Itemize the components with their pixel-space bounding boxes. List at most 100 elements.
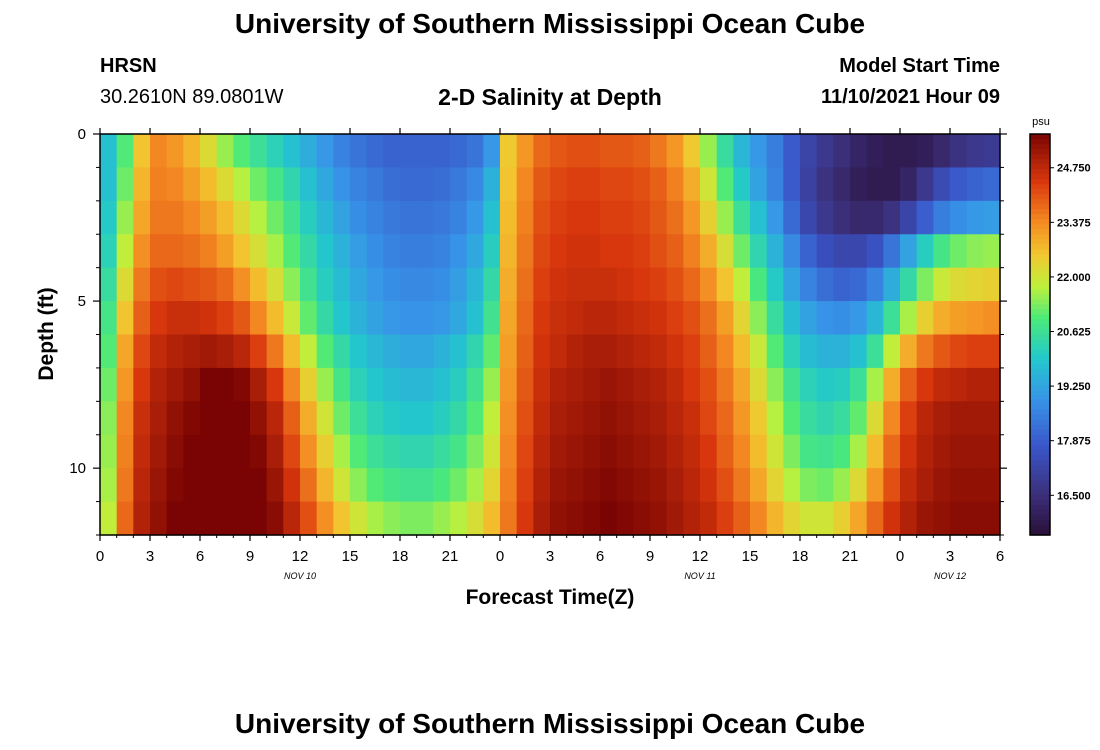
heatmap-cell	[816, 167, 834, 202]
heatmap-cell	[350, 134, 368, 169]
heatmap-cell	[300, 200, 318, 235]
heatmap-cell	[816, 334, 834, 369]
heatmap-cell	[266, 501, 284, 536]
heatmap-cell	[566, 334, 584, 369]
heatmap-cell	[283, 468, 301, 503]
heatmap-cell	[483, 301, 501, 336]
heatmap-cell	[666, 367, 684, 402]
colorbar-segment	[1030, 319, 1050, 326]
colorbar-segment	[1030, 159, 1050, 165]
heatmap-cell	[133, 367, 151, 402]
heatmap-cell	[766, 401, 784, 436]
x-tick-label: 18	[792, 548, 809, 565]
colorbar-segment	[1030, 284, 1050, 290]
heatmap-cell	[566, 267, 584, 302]
heatmap-cell	[700, 401, 718, 436]
heatmap-cell	[416, 200, 434, 235]
heatmap-cell	[866, 200, 884, 235]
heatmap-cell	[516, 401, 534, 436]
heatmap-cell	[183, 367, 201, 402]
heatmap-cell	[816, 434, 834, 469]
heatmap-cell	[650, 401, 668, 436]
heatmap-cell	[966, 434, 984, 469]
heatmap-cell	[950, 167, 968, 202]
heatmap-cell	[983, 367, 1001, 402]
heatmap-cell	[133, 468, 151, 503]
heatmap-cell	[933, 468, 951, 503]
heatmap-cell	[783, 401, 801, 436]
heatmap-cell	[833, 267, 851, 302]
heatmap-cell	[916, 401, 934, 436]
heatmap-cell	[233, 167, 251, 202]
page-title-top: University of Southern Mississippi Ocean…	[234, 8, 866, 39]
heatmap-cell	[983, 501, 1001, 536]
heatmap-cell	[900, 434, 918, 469]
heatmap-cell	[866, 468, 884, 503]
heatmap-cell	[716, 468, 734, 503]
heatmap-cell	[400, 134, 418, 169]
heatmap-cell	[283, 367, 301, 402]
heatmap-cell	[983, 200, 1001, 235]
colorbar-segment	[1030, 499, 1050, 506]
colorbar-segment	[1030, 484, 1050, 491]
heatmap-cell	[766, 234, 784, 269]
heatmap-cell	[883, 200, 901, 235]
heatmap-cell	[383, 267, 401, 302]
heatmap-cell	[783, 434, 801, 469]
heatmap-cell	[116, 434, 134, 469]
colorbar-unit: psu	[1032, 116, 1050, 128]
x-tick-label: 6	[196, 548, 204, 565]
heatmap-cell	[466, 501, 484, 536]
heatmap-cell	[200, 134, 218, 169]
heatmap-cell	[800, 234, 818, 269]
heatmap-cell	[800, 167, 818, 202]
heatmap-cell	[500, 134, 518, 169]
heatmap-cell	[566, 367, 584, 402]
heatmap-cell	[816, 468, 834, 503]
heatmap-cell	[683, 301, 701, 336]
colorbar-segment	[1030, 394, 1050, 401]
heatmap-cell	[416, 234, 434, 269]
heatmap-cell	[500, 401, 518, 436]
heatmap-cell	[616, 134, 634, 169]
heatmap-cell	[166, 267, 184, 302]
heatmap-cell	[800, 468, 818, 503]
heatmap-cell	[550, 167, 568, 202]
heatmap-cell	[850, 468, 868, 503]
heatmap-cell	[766, 434, 784, 469]
colorbar-segment	[1030, 259, 1050, 265]
heatmap-cell	[166, 134, 184, 169]
heatmap-cell	[200, 234, 218, 269]
heatmap-cell	[950, 267, 968, 302]
heatmap-cell	[316, 334, 334, 369]
heatmap-cell	[666, 134, 684, 169]
heatmap-cell	[100, 134, 118, 169]
colorbar-segment	[1030, 269, 1050, 275]
heatmap-cell	[800, 501, 818, 536]
colorbar-segment	[1030, 299, 1050, 306]
heatmap-cell	[200, 334, 218, 369]
heatmap-cell	[700, 301, 718, 336]
heatmap-cell	[966, 334, 984, 369]
heatmap-cell	[383, 334, 401, 369]
heatmap-cell	[750, 334, 768, 369]
heatmap-cell	[416, 367, 434, 402]
heatmap-cell	[383, 501, 401, 536]
heatmap-cell	[250, 468, 268, 503]
heatmap-cell	[566, 468, 584, 503]
heatmap-cell	[416, 501, 434, 536]
heatmap-cell	[700, 200, 718, 235]
heatmap-cell	[266, 200, 284, 235]
x-tick-label: 0	[96, 548, 104, 565]
heatmap-cell	[733, 200, 751, 235]
heatmap-cell	[566, 501, 584, 536]
heatmap-cell	[233, 434, 251, 469]
axes: 0 3 6 9 12 15 18 21 0 3 6 9 12 15 18 21 0 3 6 NOV 10 NOV 11 N…	[69, 126, 1007, 581]
heatmap-cell	[850, 301, 868, 336]
heatmap-cell	[833, 234, 851, 269]
heatmap-cell	[450, 367, 468, 402]
heatmap-cell	[283, 434, 301, 469]
heatmap-cell	[833, 434, 851, 469]
x-tick-label: 9	[246, 548, 254, 565]
heatmap-cell	[100, 301, 118, 336]
